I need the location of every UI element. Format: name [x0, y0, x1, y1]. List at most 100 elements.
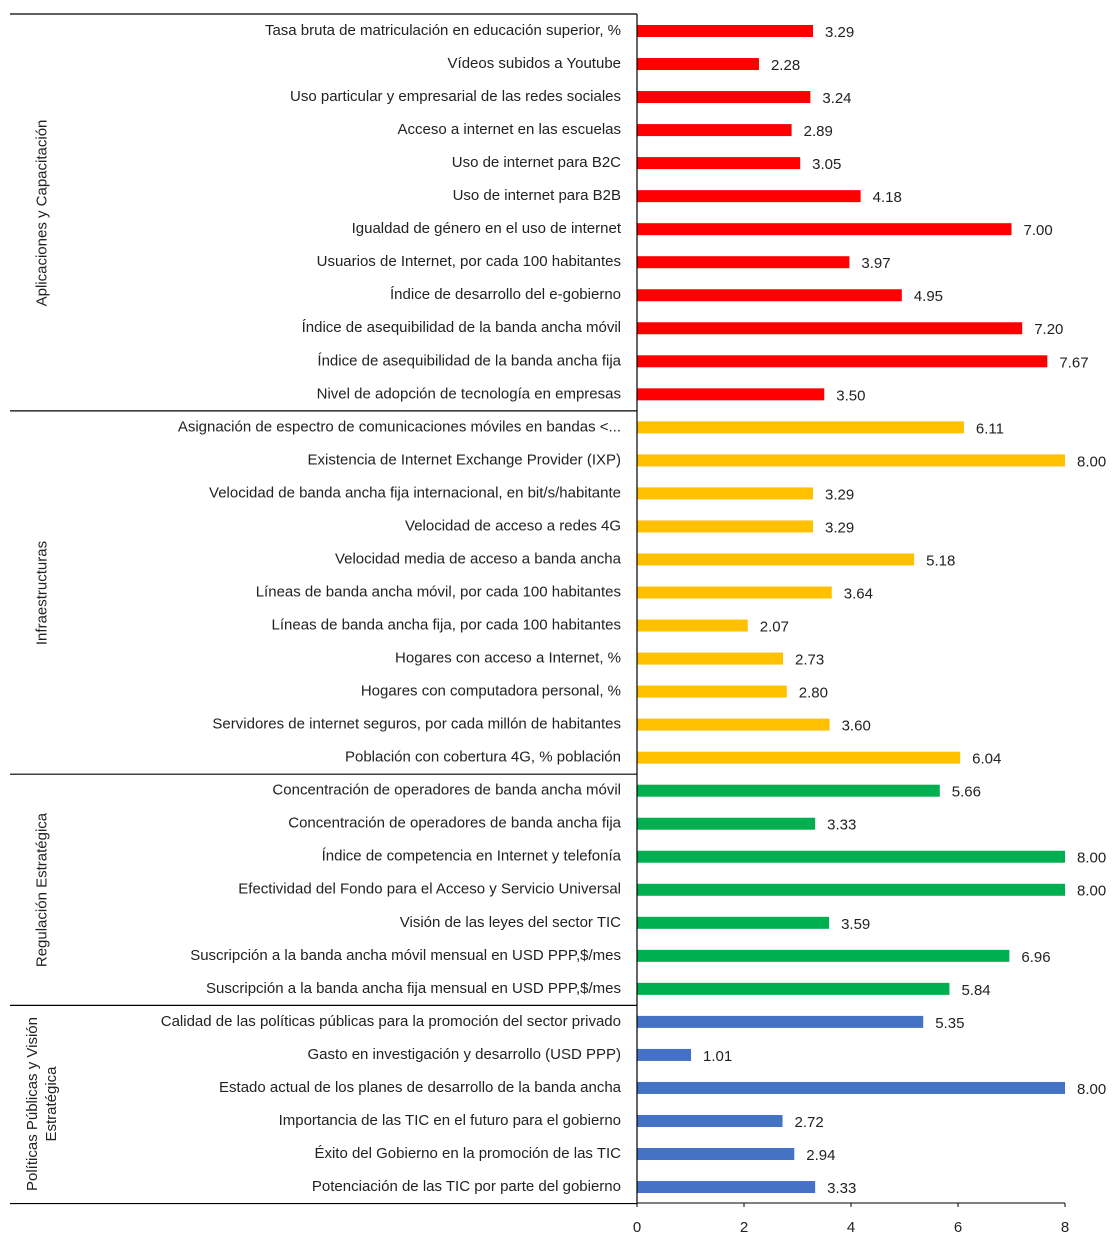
- bar: [637, 916, 830, 929]
- bar: [637, 817, 816, 830]
- value-label: 3.29: [825, 519, 854, 536]
- x-tick-label: 4: [847, 1219, 855, 1234]
- category-label: Concentración de operadores de banda anc…: [272, 782, 621, 799]
- bar: [637, 1015, 924, 1028]
- value-label: 3.24: [822, 90, 851, 107]
- value-label: 2.72: [795, 1114, 824, 1131]
- bar: [637, 718, 830, 731]
- category-label: Velocidad media de acceso a banda ancha: [335, 550, 622, 567]
- category-label: Velocidad de acceso a redes 4G: [405, 517, 621, 534]
- bar: [637, 487, 814, 500]
- x-tick-label: 6: [954, 1219, 962, 1234]
- category-label: Líneas de banda ancha móvil, por cada 10…: [256, 583, 621, 600]
- value-label: 7.00: [1024, 222, 1053, 239]
- value-label: 2.89: [804, 123, 833, 140]
- value-label: 5.66: [952, 784, 981, 801]
- category-label: Existencia de Internet Exchange Provider…: [308, 451, 622, 468]
- category-label: Uso de internet para B2C: [452, 154, 621, 171]
- category-label: Igualdad de género en el uso de internet: [352, 220, 622, 237]
- value-label: 2.80: [799, 685, 828, 702]
- bar: [637, 322, 1023, 335]
- bar: [637, 1114, 783, 1127]
- bar: [637, 25, 814, 37]
- value-label: 1.01: [703, 1048, 732, 1065]
- category-label: Población con cobertura 4G, % población: [345, 749, 621, 766]
- category-label: Índice de competencia en Internet y tele…: [322, 848, 622, 865]
- group-label: Aplicaciones y Capacitación: [33, 119, 51, 307]
- value-label: 2.73: [795, 652, 824, 669]
- group-label: Regulación Estratégica: [33, 812, 51, 967]
- bar: [637, 256, 850, 269]
- group-label: Políticas Públicas y Visión Estratégica: [24, 1017, 60, 1192]
- value-label: 8.00: [1077, 1081, 1106, 1098]
- category-label: Concentración de operadores de banda anc…: [288, 815, 621, 832]
- bar: [637, 58, 759, 71]
- value-label: 8.00: [1077, 453, 1106, 470]
- bar: [637, 388, 825, 401]
- bar: [637, 850, 1065, 863]
- value-label: 3.59: [841, 916, 870, 933]
- category-label: Estado actual de los planes de desarroll…: [219, 1079, 622, 1096]
- category-label: Índice de desarrollo del e-gobierno: [390, 286, 621, 303]
- value-label: 3.60: [842, 718, 871, 735]
- value-label: 3.29: [825, 24, 854, 41]
- value-label: 3.97: [861, 255, 890, 272]
- bar: [637, 1148, 795, 1161]
- bar: [637, 553, 915, 566]
- bar: [637, 520, 814, 533]
- category-label: Visión de las leyes del sector TIC: [400, 914, 621, 931]
- x-tick-label: 0: [633, 1219, 641, 1234]
- bar: [637, 949, 1010, 962]
- category-label: Gasto en investigación y desarrollo (USD…: [308, 1046, 621, 1063]
- bar: [637, 784, 940, 797]
- category-label: Hogares con acceso a Internet, %: [395, 650, 621, 667]
- category-label: Calidad de las políticas públicas para l…: [161, 1013, 621, 1030]
- value-label: 8.00: [1077, 883, 1106, 900]
- category-label: Acceso a internet en las escuelas: [398, 121, 621, 138]
- bar: [637, 355, 1048, 368]
- value-label: 3.33: [827, 1180, 856, 1197]
- category-label: Éxito del Gobierno en la promoción de la…: [314, 1145, 621, 1162]
- category-label: Velocidad de banda ancha fija internacio…: [209, 484, 621, 501]
- category-label: Índice de asequibilidad de la banda anch…: [317, 352, 621, 369]
- value-label: 4.18: [873, 189, 902, 206]
- bar: [637, 751, 961, 764]
- bar: [637, 157, 801, 170]
- bar: [637, 421, 964, 434]
- bar: [637, 1081, 1065, 1094]
- value-label: 4.95: [914, 288, 943, 305]
- x-tick-label: 2: [740, 1219, 748, 1234]
- value-label: 2.28: [771, 57, 800, 74]
- category-label: Usuarios de Internet, por cada 100 habit…: [317, 253, 621, 270]
- value-label: 5.84: [961, 982, 990, 999]
- category-label: Importancia de las TIC en el futuro para…: [279, 1112, 621, 1129]
- value-label: 3.64: [844, 585, 873, 602]
- bar: [637, 124, 792, 137]
- value-label: 5.35: [935, 1015, 964, 1032]
- value-label: 3.05: [812, 156, 841, 173]
- value-label: 3.33: [827, 817, 856, 834]
- bar: [637, 1181, 816, 1194]
- category-label: Servidores de internet seguros, por cada…: [212, 716, 621, 733]
- value-label: 7.67: [1059, 354, 1088, 371]
- value-label: 6.11: [976, 420, 1004, 437]
- category-label: Líneas de banda ancha fija, por cada 100…: [272, 617, 621, 634]
- bar: [637, 982, 950, 995]
- category-label: Uso particular y empresarial de las rede…: [290, 88, 621, 105]
- category-label: Hogares con computadora personal, %: [361, 683, 621, 700]
- bar: [637, 223, 1012, 236]
- value-label: 6.04: [972, 751, 1001, 768]
- group-label: Infraestructuras: [33, 540, 51, 645]
- bar: [637, 883, 1065, 896]
- bar: [637, 289, 902, 302]
- bar: [637, 190, 861, 203]
- value-label: 8.00: [1077, 850, 1106, 867]
- x-tick-label: 8: [1061, 1219, 1069, 1234]
- bar: [637, 685, 787, 698]
- category-label: Nivel de adopción de tecnología en empre…: [317, 385, 621, 402]
- bar: [637, 619, 748, 632]
- category-label: Suscripción a la banda ancha móvil mensu…: [190, 947, 621, 964]
- category-label: Índice de asequibilidad de la banda anch…: [302, 319, 621, 336]
